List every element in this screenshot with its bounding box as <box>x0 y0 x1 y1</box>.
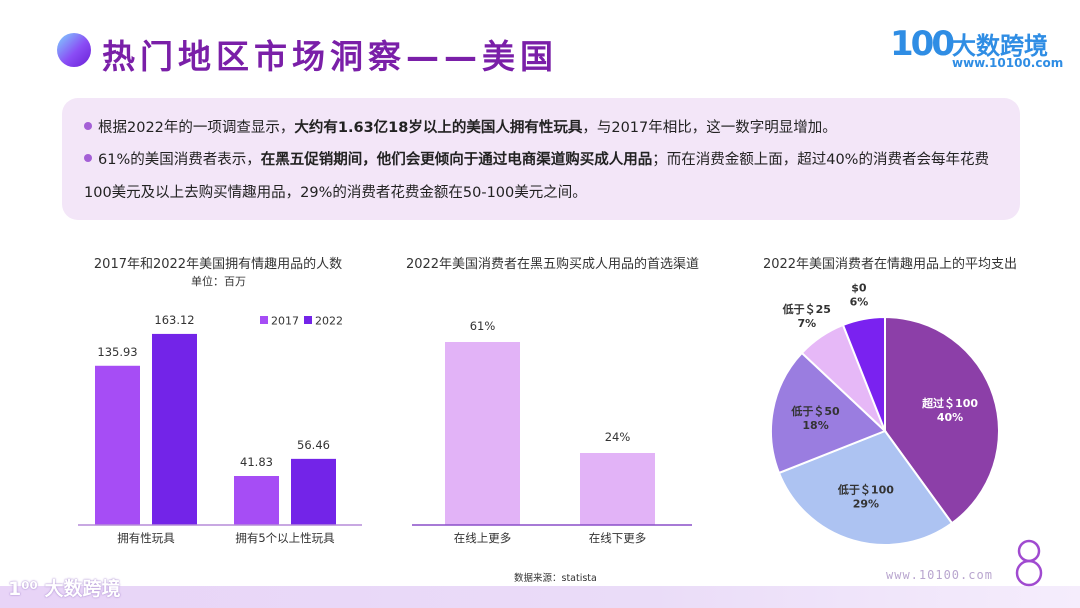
pie-slice-label: $0 <box>851 281 867 294</box>
decorative-rings-icon <box>1015 539 1043 587</box>
pie-slice-label: 低于＄50 <box>790 404 840 418</box>
chart1-unit: 单位：百万 <box>191 275 246 288</box>
bar-2017-1 <box>234 475 279 525</box>
info-bullet-1: 根据2022年的一项调查显示，大约有1.63亿18岁以上的美国人拥有性玩具，与2… <box>84 112 1004 145</box>
bullet-dot-icon <box>84 122 92 130</box>
pie-slice-pct: 6% <box>850 295 869 308</box>
pie-slice-label: 低于＄25 <box>782 302 831 316</box>
b2-text: 61%的美国消费者表示， <box>98 152 261 168</box>
b1-text-end: ，与2017年相比，这一数字明显增加。 <box>582 120 837 136</box>
b1-highlight: 大约有1.63亿18岁以上的美国人拥有性玩具 <box>294 120 583 136</box>
footer-band <box>0 586 1080 608</box>
bar-2017-0 <box>95 365 140 525</box>
category-label: 拥有性玩具 <box>117 531 175 545</box>
title-bullet-icon <box>57 33 91 67</box>
bar-value-label: 56.46 <box>297 438 330 452</box>
category-label: 在线下更多 <box>589 531 647 545</box>
bar-value-label: 61% <box>470 319 496 333</box>
chart1-bar-chart: 135.93 163.12 拥有性玩具 41.83 56.46 拥有5个以上性玩具 2017… <box>78 313 362 545</box>
footer-url: www.10100.com <box>886 568 993 582</box>
chart1-title: 2017年和2022年美国拥有情趣用品的人数 <box>93 257 343 272</box>
logo-mark-icon: 100 <box>890 24 955 64</box>
footer-logo: 1⁰⁰ 大数跨境 <box>8 578 121 600</box>
bar-0 <box>445 342 520 525</box>
pie-slice-label: 超过＄100 <box>921 396 978 410</box>
pie-slice-0 <box>884 315 1000 525</box>
pie-slice-pct: 7% <box>797 317 816 330</box>
pie-slice-label: 低于＄100 <box>837 483 894 497</box>
info-bullet-2: 61%的美国消费者表示，在黑五促销期间，他们会更倾向于通过电商渠道购买成人用品；… <box>84 144 1004 210</box>
b1-text: 根据2022年的一项调查显示， <box>98 120 295 136</box>
b2-text-end: ；而在消费金额上面，超过40%的消费者会每年花费100美元及以上去购买情趣用品，… <box>84 152 989 201</box>
logo-url: www.10100.com <box>952 56 1064 70</box>
b2-highlight: 在黑五促销期间，他们会更倾向于通过电商渠道购买成人用品 <box>260 152 653 168</box>
brand-logo: 100 大数跨境 www.10100.com <box>890 24 1064 74</box>
bar-value-label: 24% <box>605 430 631 444</box>
pie-slice-1 <box>777 429 954 546</box>
legend-label: 2022 <box>315 315 343 328</box>
pie-slice-4 <box>841 315 886 432</box>
bar-1 <box>580 453 655 525</box>
data-source: 数据来源：statista <box>514 573 597 584</box>
page-title: 热门地区市场洞察——美国 <box>102 37 558 76</box>
legend-label: 2017 <box>271 315 299 328</box>
pie-slice-pct: 40% <box>937 411 963 424</box>
category-label: 在线上更多 <box>454 531 512 545</box>
bullet-dot-icon <box>84 154 92 162</box>
pie-slice-pct: 18% <box>802 419 828 432</box>
bar-value-label: 163.12 <box>154 313 194 327</box>
chart2-bar-chart: 61% 在线上更多 24% 在线下更多 <box>412 319 692 545</box>
legend-swatch-2017 <box>260 316 268 324</box>
bar-2022-1 <box>291 458 336 525</box>
logo-text: 大数跨境 <box>952 32 1048 60</box>
chart2-title: 2022年美国消费者在黑五购买成人用品的首选渠道 <box>405 257 700 272</box>
legend-swatch-2022 <box>304 316 312 324</box>
bar-value-label: 135.93 <box>97 345 137 359</box>
bar-value-label: 41.83 <box>240 455 273 469</box>
pie-slice-2 <box>770 351 887 475</box>
bar-2022-0 <box>152 333 197 525</box>
chart3-title: 2022年美国消费者在情趣用品上的平均支出 <box>762 257 1018 272</box>
category-label: 拥有5个以上性玩具 <box>235 531 335 545</box>
pie-slice-pct: 29% <box>853 498 879 511</box>
info-box: 根据2022年的一项调查显示，大约有1.63亿18岁以上的美国人拥有性玩具，与2… <box>62 98 1020 220</box>
